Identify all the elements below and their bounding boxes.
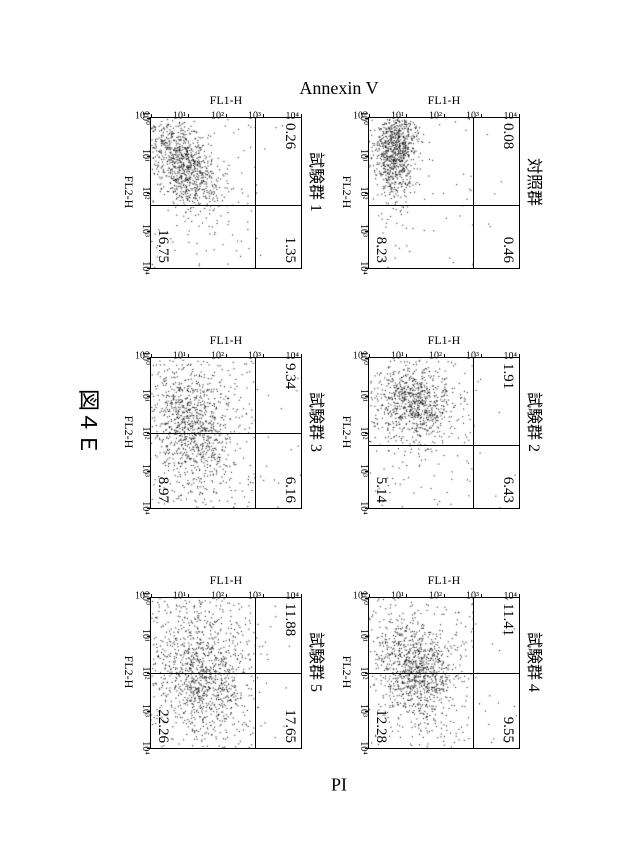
y-axis-label: FL1-H xyxy=(210,332,243,347)
y-axis-label: FL1-H xyxy=(428,572,461,587)
panel-title: 対照群 xyxy=(524,77,548,287)
scatter-plot: 10⁰10¹10²10³10⁴10⁰10¹10²10³10⁴FL1-H9.346… xyxy=(150,357,302,509)
facs-panel: 試験群 210⁰10¹10²10³10⁴10⁰10¹10²10³10⁴FL1-H… xyxy=(348,317,548,527)
quadrant-value-upper-right: 6.43 xyxy=(499,476,516,502)
x-axis-label: FL2-H xyxy=(121,357,136,507)
facs-panel: 試験群 510⁰10¹10²10³10⁴10⁰10¹10²10³10⁴FL1-H… xyxy=(130,557,330,767)
quadrant-value-lower-right: 8.23 xyxy=(372,236,389,262)
quadrant-value-lower-right: 8.97 xyxy=(154,476,171,502)
y-axis-label: FL1-H xyxy=(210,92,243,107)
x-axis-label: FL2-H xyxy=(121,597,136,747)
x-axis-label: FL2-H xyxy=(339,117,354,267)
quadrant-value-upper-right: 17.65 xyxy=(281,709,298,743)
y-axis-label: FL1-H xyxy=(210,572,243,587)
quadrant-value-upper-left: 9.34 xyxy=(281,363,298,389)
facs-panel: 対照群10⁰10¹10²10³10⁴10⁰10¹10²10³10⁴FL1-H0.… xyxy=(348,77,548,287)
x-axis-label: FL2-H xyxy=(121,117,136,267)
scatter-plot: 10⁰10¹10²10³10⁴10⁰10¹10²10³10⁴FL1-H11.88… xyxy=(150,597,302,749)
global-x-axis-label: PI xyxy=(331,774,347,795)
scatter-plot: 10⁰10¹10²10³10⁴10⁰10¹10²10³10⁴FL1-H11.41… xyxy=(368,597,520,749)
scatter-plot: 10⁰10¹10²10³10⁴10⁰10¹10²10³10⁴FL1-H1.916… xyxy=(368,357,520,509)
quadrant-value-upper-left: 11.88 xyxy=(281,603,298,636)
quadrant-value-upper-left: 11.41 xyxy=(499,603,516,636)
panel-title: 試験群 1 xyxy=(306,77,330,287)
quadrant-value-upper-right: 1.35 xyxy=(281,236,298,262)
quadrant-value-upper-right: 0.46 xyxy=(499,236,516,262)
quadrant-value-upper-left: 0.26 xyxy=(281,123,298,149)
x-axis-label: FL2-H xyxy=(339,357,354,507)
panel-title: 試験群 4 xyxy=(524,557,548,767)
facs-panel: 試験群 410⁰10¹10²10³10⁴10⁰10¹10²10³10⁴FL1-H… xyxy=(348,557,548,767)
panel-title: 試験群 3 xyxy=(306,317,330,527)
quadrant-value-lower-right: 22.26 xyxy=(154,709,171,743)
scatter-plot: 10⁰10¹10²10³10⁴10⁰10¹10²10³10⁴FL1-H0.080… xyxy=(368,117,520,269)
scatter-plot: 10⁰10¹10²10³10⁴10⁰10¹10²10³10⁴FL1-H0.261… xyxy=(150,117,302,269)
quadrant-value-upper-left: 1.91 xyxy=(499,363,516,389)
quadrant-value-lower-right: 5.14 xyxy=(372,476,389,502)
quadrant-value-upper-right: 6.16 xyxy=(281,476,298,502)
panel-title: 試験群 5 xyxy=(306,557,330,767)
figure-wrap: Annexin V PI 対照群10⁰10¹10²10³10⁴10⁰10¹10²… xyxy=(74,77,548,767)
x-axis-label: FL2-H xyxy=(339,597,354,747)
y-axis-label: FL1-H xyxy=(428,332,461,347)
quadrant-value-lower-right: 12.28 xyxy=(372,709,389,743)
y-axis-label: FL1-H xyxy=(428,92,461,107)
facs-panel: 試験群 110⁰10¹10²10³10⁴10⁰10¹10²10³10⁴FL1-H… xyxy=(130,77,330,287)
facs-panel: 試験群 310⁰10¹10²10³10⁴10⁰10¹10²10³10⁴FL1-H… xyxy=(130,317,330,527)
quadrant-value-upper-right: 9.55 xyxy=(499,716,516,742)
quadrant-value-lower-right: 16.75 xyxy=(154,229,171,263)
quadrant-value-upper-left: 0.08 xyxy=(499,123,516,149)
figure-caption: 図４Ｅ xyxy=(74,77,106,767)
panel-title: 試験群 2 xyxy=(524,317,548,527)
panel-grid: 対照群10⁰10¹10²10³10⁴10⁰10¹10²10³10⁴FL1-H0.… xyxy=(130,77,548,767)
